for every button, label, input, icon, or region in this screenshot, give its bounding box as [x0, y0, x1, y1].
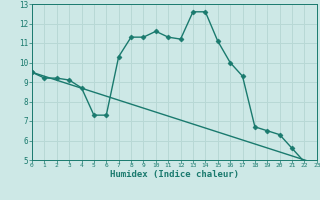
X-axis label: Humidex (Indice chaleur): Humidex (Indice chaleur) — [110, 170, 239, 179]
